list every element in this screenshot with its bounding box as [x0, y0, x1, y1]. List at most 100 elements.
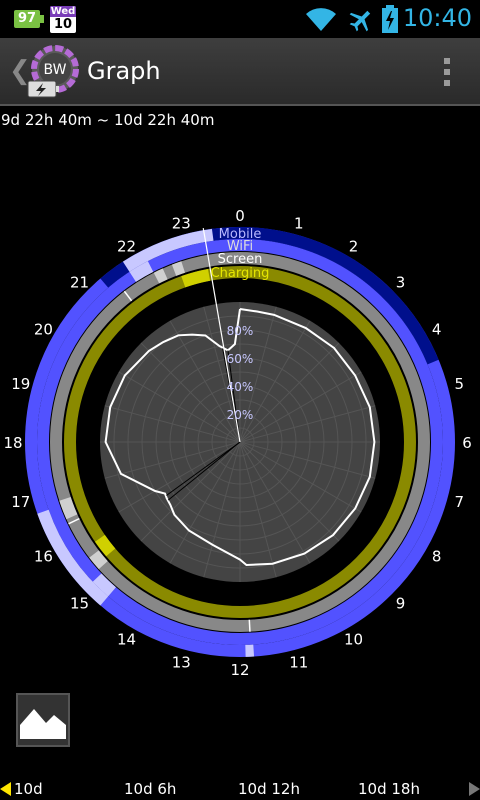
timeline-label: 10d 18h — [358, 780, 420, 798]
grid-spoke — [203, 441, 241, 578]
hour-label: 15 — [70, 595, 89, 613]
action-bar: ❮ BW Graph — [0, 38, 480, 106]
hour-label: 8 — [432, 548, 442, 566]
clock: 10:40 — [402, 4, 472, 32]
screen-marker — [68, 517, 80, 525]
grid-spoke — [104, 441, 241, 479]
grid-spoke — [104, 405, 241, 443]
ring-label: Charging — [211, 266, 270, 281]
wifi-light-segment — [129, 261, 154, 282]
hour-label: 11 — [289, 653, 308, 671]
battery-dropline — [167, 441, 241, 501]
usage-polar-chart[interactable]: 0 1234567891011121314151617181920212223Mo… — [0, 200, 480, 680]
hour-label: 4 — [432, 321, 442, 339]
wifi-light-segment — [92, 573, 116, 597]
timeline-bar[interactable]: 10d 10d 6h 10d 12h 10d 18h — [0, 778, 480, 800]
grid-spoke — [140, 342, 241, 443]
time-range-label: 9d 22h 40m ~ 10d 22h 40m — [1, 111, 215, 129]
calendar-date-label: 10 — [53, 17, 73, 32]
calendar-day-label: Wed — [50, 6, 76, 17]
chart-labels: 0 1234567891011121314151617181920212223Mo… — [3, 207, 471, 679]
hour-label: 6 — [462, 434, 472, 452]
overflow-menu-icon[interactable] — [444, 58, 450, 86]
time-pointer — [202, 228, 241, 443]
battery-level-line — [104, 308, 376, 567]
grid-spoke — [169, 441, 241, 564]
hour-label: 13 — [172, 653, 191, 671]
grid-spoke — [140, 441, 241, 542]
battery-dropline — [227, 350, 241, 443]
hour-label: 23 — [172, 215, 191, 233]
battery-charging-icon — [382, 5, 398, 33]
hour-label: 9 — [396, 595, 406, 613]
timeline-prev-arrow-icon[interactable] — [0, 782, 11, 796]
mobile-light-segment — [37, 509, 109, 606]
charging-bright-segment — [181, 268, 211, 288]
status-bar: 97 Wed 10 10:40 — [0, 0, 480, 38]
hour-label: 20 — [34, 321, 53, 339]
hour-label: 5 — [454, 375, 464, 393]
ring-label: WiFi — [227, 239, 253, 254]
radial-tick-label: 60% — [227, 352, 254, 366]
screen-light-segment — [89, 550, 108, 570]
chart-type-thumbnail[interactable] — [16, 693, 70, 747]
grid-spoke — [239, 405, 376, 443]
hour-label: 21 — [70, 273, 89, 291]
usage-rings — [25, 227, 455, 657]
ring-label: Screen — [218, 252, 263, 267]
grid-spoke — [169, 320, 241, 443]
page-title: Graph — [87, 57, 161, 85]
screen-marker — [123, 290, 133, 302]
charging-bright-segment — [94, 534, 116, 557]
hour-label: 17 — [11, 493, 30, 511]
grid-spoke — [239, 342, 340, 443]
back-chevron-icon[interactable]: ❮ — [9, 56, 31, 86]
calendar-icon: Wed 10 — [50, 6, 76, 33]
screen-light-segment — [171, 261, 186, 276]
grid-spoke — [239, 441, 311, 564]
app-logo-text: BW — [44, 62, 67, 78]
hour-label: 14 — [117, 631, 136, 649]
hour-label: 1 — [294, 215, 304, 233]
hour-label: 2 — [349, 237, 359, 255]
grid-spoke — [118, 371, 241, 443]
grid-spoke — [239, 441, 376, 479]
area-chart-icon — [20, 709, 66, 739]
timeline-label: 10d 6h — [124, 780, 177, 798]
wifi-ring — [37, 239, 443, 645]
grid-spoke — [239, 441, 362, 513]
timeline-next-arrow-icon[interactable] — [469, 782, 480, 796]
app-logo-icon[interactable]: BW — [26, 45, 80, 99]
radial-tick-label: 40% — [227, 380, 254, 394]
grid-spoke — [239, 306, 277, 443]
airplane-mode-icon — [349, 10, 371, 32]
hour-label: 0 — [235, 207, 245, 225]
screen-light-segment — [59, 496, 78, 520]
battery-dropline — [166, 441, 241, 496]
battery-percent-icon: 97 — [14, 10, 44, 28]
screen-ring — [50, 252, 430, 632]
screen-light-segment — [153, 268, 168, 284]
hour-label: 10 — [344, 631, 363, 649]
hour-label: 22 — [117, 237, 136, 255]
grid-spoke — [203, 306, 241, 443]
battery-percent-label: 97 — [17, 11, 37, 26]
hour-label: 16 — [34, 548, 53, 566]
grid-spoke — [239, 320, 311, 443]
screen-marker — [248, 619, 251, 632]
ring-label: Mobile — [219, 227, 262, 242]
grid-spoke — [239, 371, 362, 443]
hour-label: 19 — [11, 375, 30, 393]
battery-plot — [100, 228, 380, 582]
radial-tick-label: 20% — [227, 408, 254, 422]
hour-label: 12 — [230, 661, 249, 679]
hour-label: 3 — [396, 273, 406, 291]
radial-tick-label: 80% — [227, 324, 254, 338]
grid-spoke — [239, 441, 277, 578]
grid-spoke — [239, 441, 340, 542]
charging-ring — [64, 266, 416, 618]
timeline-label: 10d 12h — [238, 780, 300, 798]
timeline-label: 10d — [14, 780, 43, 798]
wifi-icon — [306, 8, 336, 32]
hour-label: 18 — [3, 434, 22, 452]
